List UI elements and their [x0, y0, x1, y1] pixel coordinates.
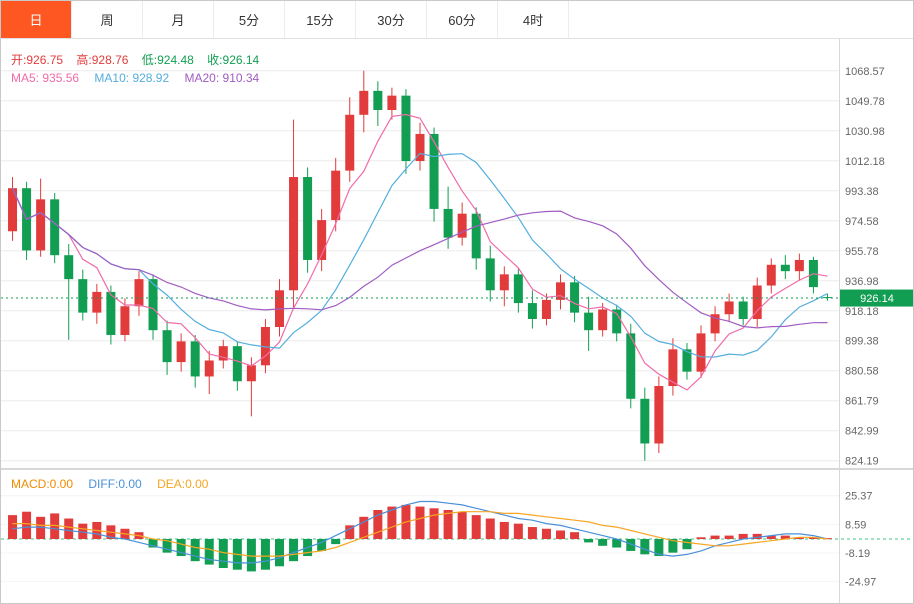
diff-line: [12, 500, 828, 564]
svg-text:955.78: 955.78: [845, 246, 879, 258]
svg-text:880.58: 880.58: [845, 366, 879, 378]
ma20-line: [11, 187, 828, 329]
open-readout: 开:926.75: [11, 53, 64, 67]
ma-readout: MA5: 935.56 MA10: 928.92 MA20: 910.34: [11, 71, 259, 85]
svg-text:918.18: 918.18: [845, 306, 879, 318]
svg-text:1068.57: 1068.57: [845, 66, 885, 78]
svg-text:1012.18: 1012.18: [845, 156, 885, 168]
current-price-tag: [840, 289, 913, 307]
main-chart-svg[interactable]: 1068.57 1049.78 1030.98 1012.18 993.38 974.58…: [1, 39, 914, 469]
svg-text:842.99: 842.99: [845, 426, 879, 438]
ma10-readout: MA10: 928.92: [94, 71, 170, 85]
svg-text:-24.97: -24.97: [845, 577, 876, 589]
ohlc-readout: 开:926.75 高:928.76 低:924.48 收:926.14: [11, 51, 269, 68]
svg-text:824.19: 824.19: [845, 456, 879, 468]
svg-text:974.58: 974.58: [845, 216, 879, 228]
ma20-readout: MA20: 910.34: [184, 71, 260, 85]
svg-text:8.59: 8.59: [845, 519, 866, 531]
svg-text:993.38: 993.38: [845, 186, 879, 198]
macd-chart-svg[interactable]: 25.37 8.59 -8.19 -24.97: [1, 469, 914, 603]
ma5-readout: MA5: 935.56: [11, 71, 80, 85]
macd-histogram: [8, 504, 832, 572]
macd-readout: MACD:0.00 DIFF:0.00 DEA:0.00: [11, 477, 208, 491]
macd-pane[interactable]: MACD:0.00 DIFF:0.00 DEA:0.00 25.37 8.59 -8…: [1, 469, 913, 603]
svg-text:936.98: 936.98: [845, 276, 879, 288]
tab-week[interactable]: 周: [72, 1, 143, 38]
ma10-line: [11, 152, 828, 358]
ma5-line: [11, 113, 828, 391]
dea-line: [12, 511, 828, 557]
low-readout: 低:924.48: [141, 53, 194, 67]
tab-month[interactable]: 月: [143, 1, 214, 38]
macd-value: MACD:0.00: [11, 477, 74, 491]
svg-text:861.79: 861.79: [845, 396, 879, 408]
diff-value: DIFF:0.00: [88, 477, 142, 491]
tab-60min[interactable]: 60分: [427, 1, 498, 38]
svg-text:25.37: 25.37: [845, 491, 873, 503]
svg-text:926.14: 926.14: [860, 293, 894, 305]
timeframe-tabs: 日 周 月 5分 15分 30分 60分 4时: [1, 1, 913, 39]
svg-text:899.38: 899.38: [845, 336, 879, 348]
svg-text:-8.19: -8.19: [845, 548, 870, 560]
svg-text:1030.98: 1030.98: [845, 126, 885, 138]
tab-5min[interactable]: 5分: [214, 1, 285, 38]
tab-day[interactable]: 日: [1, 1, 72, 38]
tab-30min[interactable]: 30分: [356, 1, 427, 38]
svg-text:1049.78: 1049.78: [845, 96, 885, 108]
tab-4hour[interactable]: 4时: [498, 1, 569, 38]
tab-15min[interactable]: 15分: [285, 1, 356, 38]
candles: [8, 70, 832, 461]
high-readout: 高:928.76: [76, 53, 129, 67]
main-chart-pane[interactable]: 开:926.75 高:928.76 低:924.48 收:926.14 MA5:…: [1, 39, 913, 469]
close-readout: 收:926.14: [207, 53, 260, 67]
dea-value: DEA:0.00: [157, 477, 209, 491]
